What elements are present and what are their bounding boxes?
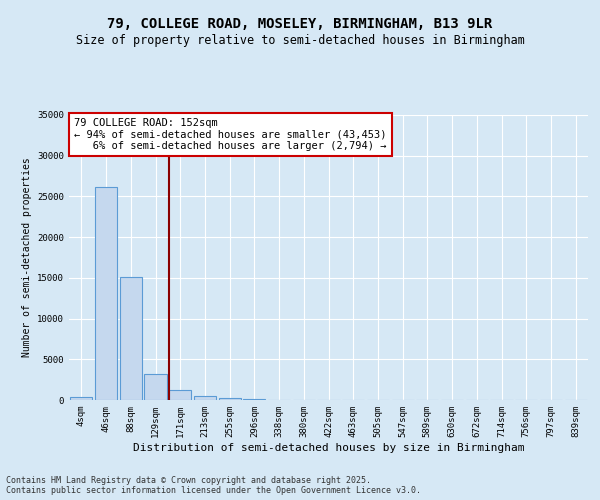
Bar <box>70 397 92 400</box>
Bar <box>145 374 167 400</box>
Text: 79 COLLEGE ROAD: 152sqm
← 94% of semi-detached houses are smaller (43,453)
   6%: 79 COLLEGE ROAD: 152sqm ← 94% of semi-de… <box>74 118 386 151</box>
Text: Contains HM Land Registry data © Crown copyright and database right 2025.
Contai: Contains HM Land Registry data © Crown c… <box>6 476 421 495</box>
Y-axis label: Number of semi-detached properties: Number of semi-detached properties <box>22 158 32 358</box>
Text: 79, COLLEGE ROAD, MOSELEY, BIRMINGHAM, B13 9LR: 79, COLLEGE ROAD, MOSELEY, BIRMINGHAM, B… <box>107 18 493 32</box>
Bar <box>95 188 117 400</box>
Bar <box>218 398 241 400</box>
Bar <box>194 396 216 400</box>
Bar <box>243 399 265 400</box>
Text: Size of property relative to semi-detached houses in Birmingham: Size of property relative to semi-detach… <box>76 34 524 47</box>
Bar <box>169 390 191 400</box>
Bar <box>119 277 142 400</box>
X-axis label: Distribution of semi-detached houses by size in Birmingham: Distribution of semi-detached houses by … <box>133 442 524 452</box>
